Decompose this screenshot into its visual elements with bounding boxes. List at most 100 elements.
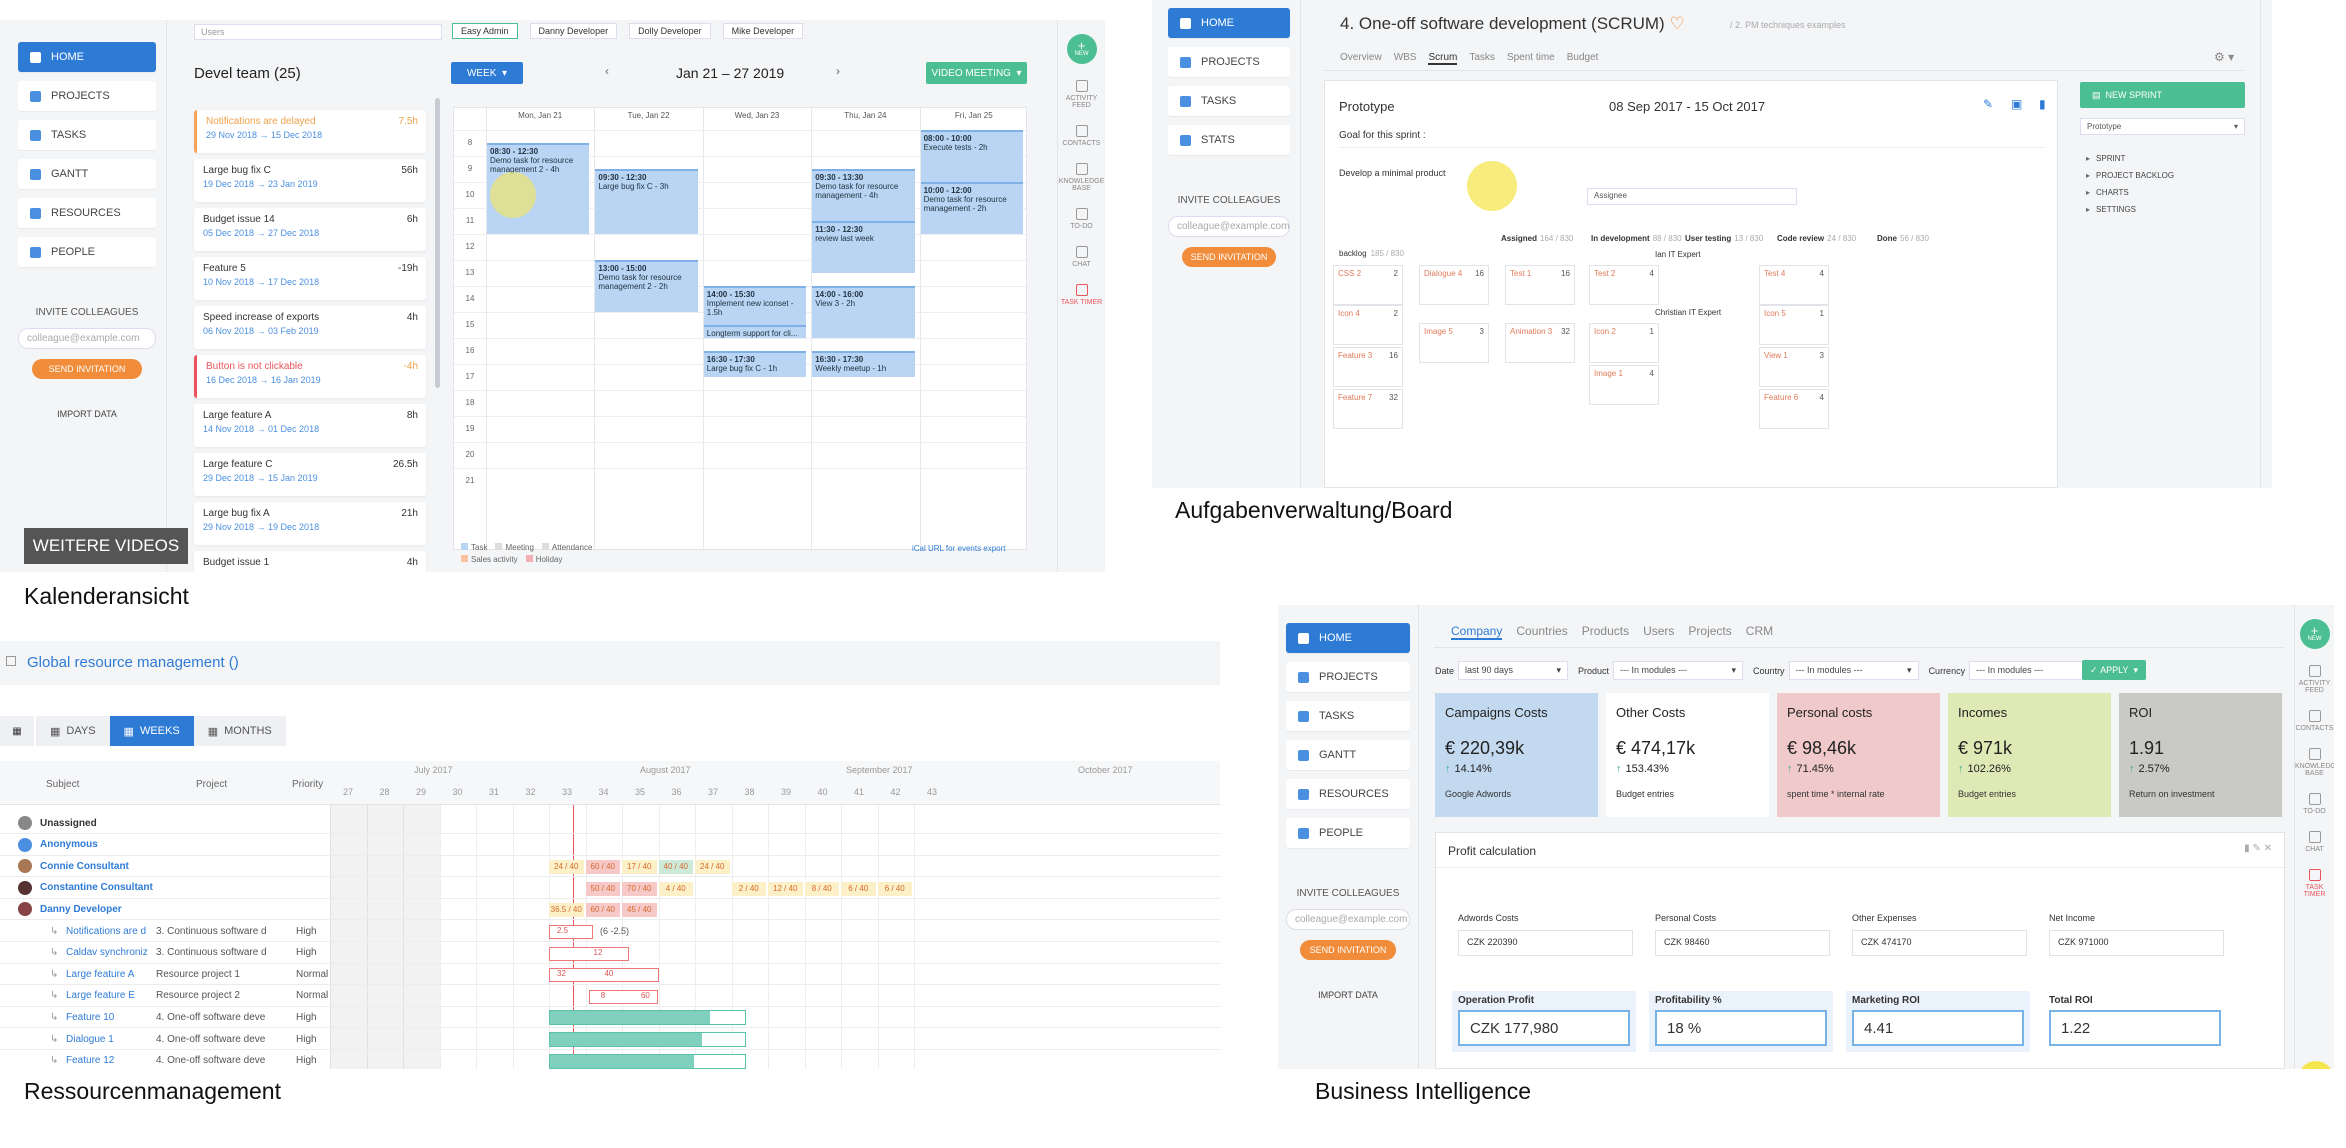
task-card[interactable]: Image 1 4 [1589, 365, 1659, 405]
task-card[interactable]: Icon 5 1 [1759, 305, 1829, 345]
send-invitation-button[interactable]: SEND INVITATION [32, 359, 142, 379]
nav-item-resources[interactable]: RESOURCES [18, 198, 156, 228]
task-card[interactable]: Test 4 4 [1759, 265, 1829, 305]
load-cell[interactable]: 2 / 40 [731, 881, 766, 896]
side-menu-item[interactable]: ▸ CHARTS [2086, 188, 2174, 197]
task-item[interactable]: Large bug fix A 29 Nov 2018 → 19 Dec 2018… [194, 502, 426, 545]
tab-overview[interactable]: Overview [1340, 52, 1382, 63]
table-row[interactable]: Danny Developer [0, 899, 1220, 921]
rail-item[interactable]: KNOWLEDGE BASE [2295, 748, 2334, 777]
side-menu-item[interactable]: ▸ SETTINGS [2086, 205, 2174, 214]
nav-item-tasks[interactable]: TASKS [1286, 701, 1410, 731]
help-bubble[interactable] [2298, 1061, 2334, 1069]
load-cell[interactable]: 8 / 40 [804, 881, 839, 896]
users-filter[interactable]: Users [194, 24, 442, 40]
table-row[interactable]: Constantine Consultant [0, 878, 1220, 899]
send-invitation-button[interactable]: SEND INVITATION [1182, 247, 1276, 267]
new-item-button[interactable]: + NEW [1066, 34, 1097, 64]
calendar-event[interactable]: 09:30 - 12:30 Large bug fix C - 3h [595, 169, 698, 234]
allocation-bar[interactable] [549, 925, 593, 939]
view-months[interactable]: ▦ MONTHS [193, 716, 286, 746]
rail-item[interactable]: ACTIVITY FEED [2295, 665, 2334, 694]
load-cell[interactable]: 6 / 40 [877, 881, 912, 896]
task-card[interactable]: Dialogue 4 16 [1419, 265, 1489, 305]
tab-company[interactable]: Company [1451, 624, 1503, 640]
kpi-card[interactable]: Personal costs € 98,46k ↑ 71.45% spent time … [1777, 693, 1940, 817]
calendar-event[interactable]: 16:30 - 17:30 Large bug fix C - 1h [703, 351, 807, 377]
field-input[interactable]: CZK 971000 [2049, 930, 2224, 956]
nav-item-home[interactable]: HOME [1168, 8, 1290, 38]
user-chip[interactable]: Dolly Developer [629, 23, 711, 39]
task-card[interactable]: Icon 4 2 [1333, 305, 1403, 345]
load-cell[interactable]: 6 / 40 [841, 881, 876, 896]
rail-item[interactable]: TASK TIMER [2295, 869, 2334, 898]
rail-item[interactable]: CONTACTS [1058, 125, 1105, 147]
user-chip[interactable]: Danny Developer [529, 23, 618, 39]
invite-email-input[interactable]: colleague@example.com [1286, 909, 1410, 930]
progress-bar[interactable] [549, 1053, 747, 1069]
field-input[interactable]: CZK 220390 [1458, 930, 1633, 956]
allocation-bar[interactable] [589, 989, 659, 1004]
view-days[interactable]: ▦ DAYS [36, 716, 110, 746]
progress-bar[interactable] [549, 1010, 747, 1026]
rail-item[interactable]: KNOWLEDGE BASE [1058, 163, 1105, 192]
filter-select[interactable]: --- In modules ---▾ [1969, 661, 2100, 680]
task-card[interactable]: Feature 3 16 [1333, 347, 1403, 387]
apply-button[interactable]: ✓ APPLY ▾ [2082, 660, 2146, 680]
more-videos-button[interactable]: WEITERE VIDEOS [24, 528, 188, 564]
kpi-card[interactable]: ROI 1.91 ↑ 2.57% Return on investment [2119, 693, 2282, 817]
table-row[interactable]: Connie Consultant [0, 856, 1220, 878]
prev-week-arrow[interactable]: ‹ [605, 64, 609, 78]
nav-item-stats[interactable]: STATS [1168, 125, 1290, 155]
allocation-bar[interactable] [549, 946, 630, 961]
nav-item-tasks[interactable]: TASKS [18, 120, 156, 150]
nav-item-gantt[interactable]: GANTT [18, 159, 156, 189]
task-item[interactable]: Button is not clickable 16 Dec 2018 → 16 … [194, 355, 426, 398]
rail-item[interactable]: ACTIVITY FEED [1058, 80, 1105, 109]
task-item[interactable]: Large bug fix C 19 Dec 2018 → 23 Jan 2019… [194, 159, 426, 202]
filter-select[interactable]: --- In modules ---▾ [1788, 661, 1919, 680]
rail-item[interactable]: CONTACTS [2295, 710, 2334, 732]
nav-item-people[interactable]: PEOPLE [18, 237, 156, 267]
load-cell[interactable]: 45 / 40 [622, 903, 657, 918]
filter-select[interactable]: last 90 days ▾ [1458, 661, 1569, 680]
trash-icon[interactable]: ▮ [2039, 97, 2046, 111]
task-item[interactable]: Speed increase of exports 06 Nov 2018 → 0… [194, 306, 426, 349]
tab-countries[interactable]: Countries [1516, 624, 1568, 638]
edit-icon[interactable]: ✎ [1983, 97, 1994, 111]
nav-item-people[interactable]: PEOPLE [1286, 818, 1410, 848]
gear-icon[interactable]: ⚙ ▾ [2214, 50, 2235, 64]
nav-item-projects[interactable]: PROJECTS [1168, 47, 1290, 77]
tab-budget[interactable]: Budget [1566, 52, 1599, 63]
calendar-event[interactable]: 16:30 - 17:30 Weekly meetup - 1h [812, 351, 915, 377]
panel-controls-icon[interactable]: ▮ ✎ ✕ [2244, 843, 2272, 854]
load-cell[interactable]: 36.5 / 40 [549, 903, 584, 918]
nav-item-resources[interactable]: RESOURCES [1286, 779, 1410, 809]
nav-item-tasks[interactable]: TASKS [1168, 86, 1290, 116]
send-invitation-button[interactable]: SEND INVITATION [1300, 940, 1396, 960]
task-card[interactable]: Test 2 4 [1589, 265, 1659, 305]
week-button[interactable]: WEEK ▾ [451, 62, 523, 84]
import-data-link[interactable]: IMPORT DATA [1286, 990, 1410, 1000]
task-item[interactable]: Large feature C 29 Dec 2018 → 15 Jan 2019… [194, 453, 426, 496]
load-cell[interactable]: 70 / 40 [622, 881, 657, 896]
rail-item[interactable]: TO-DO [1058, 208, 1105, 230]
load-cell[interactable]: 17 / 40 [622, 860, 657, 875]
nav-item-projects[interactable]: PROJECTS [1286, 662, 1410, 692]
calendar-event[interactable]: 14:00 - 15:30 Implement new iconset - 1.5… [703, 286, 807, 325]
calendar-event[interactable]: 14:00 - 16:00 View 3 - 2h [812, 286, 915, 338]
kpi-card[interactable]: Campaigns Costs € 220,39k ↑ 14.14% Google Ad… [1435, 693, 1598, 817]
calendar-event[interactable]: 10:00 - 12:00 Demo task for resource mana… [920, 182, 1023, 234]
sprint-select[interactable]: Prototype ▾ [2080, 118, 2245, 135]
task-card[interactable]: Icon 2 1 [1589, 323, 1659, 363]
invite-email-input[interactable]: colleague@example.com [18, 328, 156, 349]
rail-item[interactable]: CHAT [2295, 831, 2334, 853]
load-cell[interactable]: 24 / 40 [549, 860, 584, 875]
calendar-event[interactable]: 13:00 - 15:00 Demo task for resource mana… [595, 260, 698, 312]
kpi-card[interactable]: Other Costs € 474,17k ↑ 153.43% Budget entri… [1606, 693, 1769, 817]
user-chip[interactable]: Mike Developer [722, 23, 804, 39]
filter-select[interactable]: --- In modules ---▾ [1613, 661, 1744, 680]
video-meeting-button[interactable]: VIDEO MEETING ▾ [926, 62, 1027, 84]
nav-item-projects[interactable]: PROJECTS [18, 81, 156, 111]
rail-item[interactable]: CHAT [1058, 246, 1105, 268]
